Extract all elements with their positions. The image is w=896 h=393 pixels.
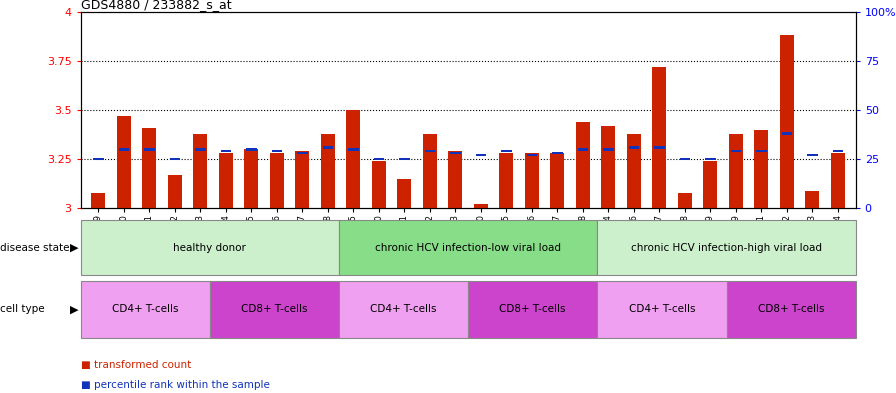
Bar: [399, 158, 409, 160]
Bar: [321, 134, 335, 208]
Bar: [246, 148, 257, 151]
Bar: [339, 220, 598, 275]
Bar: [117, 116, 131, 208]
Bar: [679, 158, 690, 160]
Bar: [271, 150, 282, 152]
Text: chronic HCV infection-low viral load: chronic HCV infection-low viral load: [375, 242, 561, 253]
Bar: [296, 151, 309, 208]
Bar: [339, 281, 468, 338]
Bar: [703, 161, 718, 208]
Bar: [727, 281, 856, 338]
Bar: [552, 152, 563, 154]
Bar: [349, 148, 358, 151]
Text: CD8+ T-cells: CD8+ T-cells: [758, 305, 824, 314]
Bar: [119, 148, 129, 151]
Bar: [754, 130, 769, 208]
Bar: [806, 191, 819, 208]
Bar: [220, 150, 231, 152]
Bar: [93, 158, 104, 160]
Text: CD4+ T-cells: CD4+ T-cells: [629, 305, 695, 314]
Bar: [756, 150, 767, 152]
Text: CD8+ T-cells: CD8+ T-cells: [499, 305, 566, 314]
Bar: [601, 126, 616, 208]
Bar: [730, 150, 741, 152]
Bar: [807, 154, 817, 156]
Text: CD8+ T-cells: CD8+ T-cells: [241, 305, 307, 314]
Text: ▶: ▶: [70, 305, 78, 314]
Bar: [245, 149, 258, 208]
Bar: [210, 281, 339, 338]
Bar: [374, 158, 384, 160]
Bar: [195, 148, 206, 151]
Text: CD4+ T-cells: CD4+ T-cells: [370, 305, 437, 314]
Bar: [499, 153, 513, 208]
Text: ■ transformed count: ■ transformed count: [81, 360, 191, 371]
Bar: [347, 110, 360, 208]
Bar: [423, 134, 437, 208]
Bar: [474, 204, 488, 208]
Bar: [425, 150, 435, 152]
Bar: [476, 154, 487, 156]
Bar: [781, 132, 792, 135]
Bar: [91, 193, 106, 208]
Bar: [598, 220, 856, 275]
Bar: [81, 220, 339, 275]
Bar: [144, 148, 155, 151]
Bar: [598, 281, 727, 338]
Text: disease state: disease state: [0, 242, 70, 253]
Bar: [728, 134, 743, 208]
Bar: [169, 158, 180, 160]
Text: ■ percentile rank within the sample: ■ percentile rank within the sample: [81, 380, 270, 390]
Bar: [168, 175, 182, 208]
Text: cell type: cell type: [0, 305, 45, 314]
Text: GDS4880 / 233882_s_at: GDS4880 / 233882_s_at: [81, 0, 231, 11]
Bar: [81, 281, 210, 338]
Bar: [323, 146, 333, 149]
Bar: [831, 153, 845, 208]
Text: CD4+ T-cells: CD4+ T-cells: [112, 305, 178, 314]
Bar: [525, 153, 538, 208]
Bar: [603, 148, 614, 151]
Bar: [654, 146, 665, 149]
Bar: [678, 193, 692, 208]
Bar: [270, 153, 284, 208]
Bar: [578, 148, 588, 151]
Bar: [450, 152, 461, 154]
Bar: [652, 67, 667, 208]
Text: ▶: ▶: [70, 242, 78, 253]
Bar: [297, 152, 307, 154]
Bar: [705, 158, 716, 160]
Bar: [550, 153, 564, 208]
Bar: [219, 153, 233, 208]
Text: healthy donor: healthy donor: [173, 242, 246, 253]
Bar: [832, 150, 843, 152]
Bar: [142, 128, 157, 208]
Bar: [372, 161, 386, 208]
Bar: [468, 281, 598, 338]
Bar: [398, 179, 411, 208]
Bar: [629, 146, 639, 149]
Bar: [576, 122, 590, 208]
Bar: [448, 151, 462, 208]
Bar: [780, 35, 794, 208]
Bar: [194, 134, 208, 208]
Bar: [527, 154, 538, 156]
Bar: [501, 150, 512, 152]
Bar: [627, 134, 641, 208]
Text: chronic HCV infection-high viral load: chronic HCV infection-high viral load: [631, 242, 822, 253]
